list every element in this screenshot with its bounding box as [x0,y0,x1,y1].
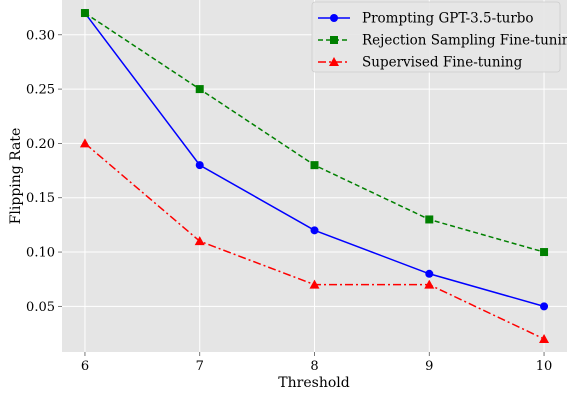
legend-marker [330,36,338,44]
legend-item: Supervised Fine-tuning [318,55,523,71]
data-point [310,226,319,235]
legend-marker [329,57,339,66]
series-1 [80,9,549,257]
x-tick-label: 9 [425,359,433,374]
data-point [540,248,549,257]
legend: Prompting GPT-3.5-turbo Rejection Samplin… [311,1,567,73]
legend-label: Prompting GPT-3.5-turbo [362,11,534,27]
data-point [195,85,204,94]
x-tick-label: 8 [310,359,318,374]
y-tick-label: 0.10 [26,246,55,261]
data-point [195,161,204,170]
y-tick-label: 0.05 [26,300,55,315]
y-axis-title: Flipping Rate [8,128,24,225]
legend-label: Supervised Fine-tuning [362,55,523,71]
series-2 [79,138,550,343]
legend-marker [330,14,338,22]
legend-item: Prompting GPT-3.5-turbo [318,11,534,27]
data-point [79,138,90,148]
legend-item: Rejection Sampling Fine-tuning [318,33,567,49]
y-tick-label: 0.20 [26,137,55,152]
x-tick-label: 6 [81,359,89,374]
axis-ticks: 6 7 8 9 10 0.05 0.10 0.15 0.20 0.25 0.30 [26,28,552,374]
series-layer [79,9,550,343]
data-point [425,269,434,278]
y-tick-label: 0.25 [26,83,55,98]
data-point [309,279,320,289]
data-point [424,279,435,289]
data-point [310,161,319,170]
data-point [425,215,434,224]
x-tick-label: 7 [196,359,204,374]
legend-label: Rejection Sampling Fine-tuning [362,33,567,49]
y-tick-label: 0.30 [26,28,55,43]
y-tick-label: 0.15 [26,191,55,206]
data-point [540,302,549,311]
x-tick-label: 10 [536,359,553,374]
legend-box [311,1,561,73]
x-axis-title: Threshold [278,375,349,391]
data-point [80,9,89,18]
data-point [194,236,205,246]
data-point [539,333,550,343]
